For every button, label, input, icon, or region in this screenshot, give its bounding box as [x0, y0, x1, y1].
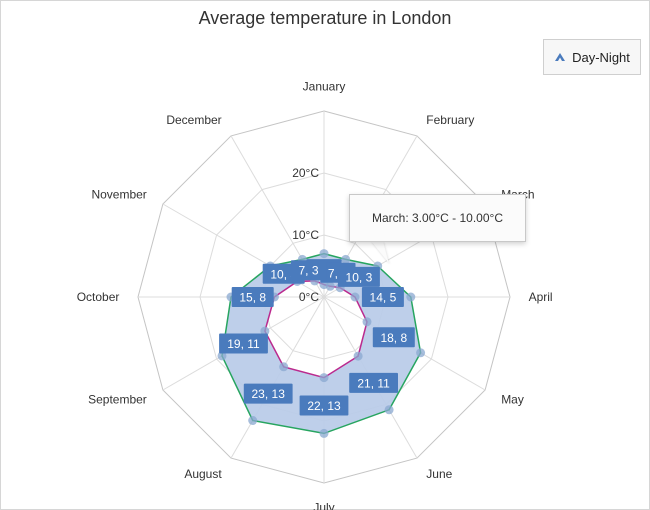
category-label: October [77, 290, 120, 304]
data-label-bg [290, 260, 327, 281]
category-label: November [91, 188, 146, 202]
data-label: 19, 11 [227, 337, 260, 351]
axis-tick-label: 0°C [299, 290, 319, 304]
data-label-bg [349, 372, 398, 393]
category-label: February [426, 113, 474, 127]
point-low-august [279, 362, 289, 372]
category-label: July [313, 501, 334, 510]
data-label-bg [299, 395, 349, 416]
data-label: 10, 3 [346, 270, 373, 284]
point-high-april [406, 292, 416, 302]
legend-label: Day-Night [572, 49, 630, 65]
point-low-february [325, 281, 335, 291]
category-label: May [501, 392, 524, 406]
data-label: 22, 13 [307, 399, 341, 413]
point-low-september [260, 326, 270, 336]
category-label: April [529, 290, 553, 304]
point-high-july [319, 428, 329, 438]
data-label-bg [243, 383, 293, 404]
axis-tick-label: 20°C [292, 166, 319, 180]
tooltip-text: March: 3.00°C - 10.00°C [372, 211, 503, 225]
point-low-june [353, 351, 363, 361]
category-label: January [303, 79, 346, 93]
point-high-september [217, 351, 227, 361]
category-label: September [88, 392, 147, 406]
point-high-february [341, 254, 351, 264]
point-low-april [350, 292, 360, 302]
data-label-bg [231, 287, 274, 307]
area-triangle-icon [555, 53, 566, 61]
chart-title: Average temperature in London [198, 8, 452, 28]
point-low-july [319, 373, 329, 383]
category-label: August [184, 467, 222, 481]
legend-item-day-night[interactable]: Day-Night [543, 39, 641, 75]
data-label: 7, 3 [298, 264, 318, 278]
category-label: December [166, 113, 221, 127]
data-label-bg [337, 266, 380, 287]
data-label-bg [219, 333, 268, 354]
data-label: 21, 11 [357, 376, 390, 390]
tooltip: March: 3.00°C - 10.00°C [349, 194, 526, 242]
point-high-june [384, 405, 394, 415]
data-label-bg [372, 327, 415, 348]
data-label: 14, 5 [370, 291, 397, 305]
data-label: 23, 13 [252, 387, 286, 401]
point-low-may [362, 317, 372, 327]
data-label: 10, 5 [270, 267, 297, 281]
data-label: 18, 8 [380, 331, 407, 345]
data-label: 15, 8 [239, 291, 266, 305]
point-high-january [319, 249, 329, 259]
axis-tick-label: 10°C [292, 228, 319, 242]
category-label: June [426, 467, 452, 481]
point-high-may [416, 348, 426, 358]
point-high-august [248, 416, 258, 425]
data-label-bg [361, 287, 404, 307]
